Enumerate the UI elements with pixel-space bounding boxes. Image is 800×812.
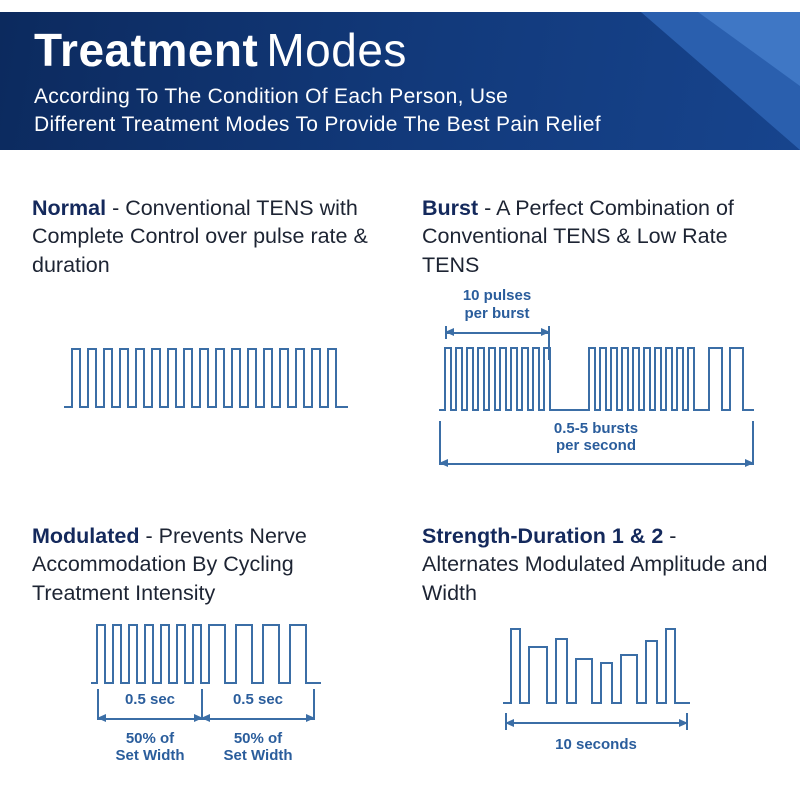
content-grid: Normal - Conventional TENS with Complete…	[0, 150, 800, 765]
strength-mode-desc: - Alternates Modulated Amplitude and Wid…	[422, 523, 768, 605]
subtitle-line-2: Different Treatment Modes To Provide The…	[34, 112, 601, 136]
burst-figure: 10 pulses per burst 0.5-5 bursts per sec…	[438, 287, 754, 470]
burst-rate-measure-arrow	[438, 420, 754, 470]
burst-pulses-label: 10 pulses per burst	[462, 287, 532, 322]
subtitle-line-1: According To The Condition Of Each Perso…	[34, 85, 509, 109]
strength-figure: 10 seconds	[502, 625, 690, 754]
measure-tick	[547, 325, 550, 360]
segment2-measure-arrow	[201, 688, 315, 725]
section-normal: Normal - Conventional TENS with Complete…	[32, 194, 380, 470]
title-bold: Treatment	[34, 24, 259, 76]
burst-rate-label: 0.5-5 bursts per second	[553, 419, 639, 455]
measure-tick	[751, 420, 754, 465]
measure-line	[504, 718, 688, 727]
strength-measure-arrow	[504, 713, 688, 730]
modulated-heading: Modulated - Prevents Nerve Accommodation…	[32, 522, 380, 607]
measure-tick	[438, 420, 441, 465]
segment1-measure-arrow	[97, 688, 203, 725]
normal-heading: Normal - Conventional TENS with Complete…	[32, 194, 380, 279]
burst-top-annotation: 10 pulses per burst	[444, 287, 550, 360]
section-strength-duration: Strength-Duration 1 & 2 - Alternates Mod…	[422, 522, 770, 765]
strength-annotation: 10 seconds	[504, 713, 688, 754]
modulated-mode-desc: - Prevents Nerve Accommodation By Cyclin…	[32, 523, 307, 605]
title-light: Modes	[266, 24, 407, 76]
measure-tick	[313, 688, 315, 720]
normal-waveform	[64, 348, 348, 409]
strength-waveform	[502, 628, 690, 704]
section-burst: Burst - A Perfect Combination of Convent…	[422, 194, 770, 470]
page: { "header": { "title_bold": "Treatment",…	[0, 12, 800, 812]
strength-duration-label: 10 seconds	[555, 736, 637, 753]
segment1-width-label: 50% of Set Width	[115, 729, 185, 765]
normal-mode-desc: - Conventional TENS with Complete Contro…	[32, 196, 368, 277]
measure-tick	[201, 688, 203, 720]
burst-mode-desc: - A Perfect Combination of Conventional …	[422, 196, 734, 277]
page-subtitle: According To The Condition Of Each Perso…	[34, 83, 800, 138]
segment1-time-label: 0.5 sec	[124, 691, 176, 708]
burst-bottom-annotation: 0.5-5 bursts per second	[438, 419, 754, 470]
modulated-annotations: 0.5 sec 50% of Set Width 0.5 sec	[91, 688, 321, 765]
normal-figure	[64, 345, 348, 409]
measure-line	[97, 714, 203, 723]
measure-line	[201, 714, 315, 723]
modulated-figure: 0.5 sec 50% of Set Width 0.5 sec	[91, 621, 321, 765]
header-banner: Treatment Modes According To The Conditio…	[0, 12, 800, 150]
modulated-mode-name: Modulated	[32, 523, 140, 548]
section-modulated: Modulated - Prevents Nerve Accommodation…	[32, 522, 380, 765]
measure-line	[444, 328, 550, 336]
page-title: Treatment Modes	[34, 26, 800, 74]
measure-tick	[685, 713, 688, 730]
normal-mode-name: Normal	[32, 196, 107, 220]
segment2-width-label: 50% of Set Width	[223, 729, 293, 765]
modulated-waveform	[91, 624, 321, 684]
burst-mode-name: Burst	[422, 196, 479, 220]
burst-waveform	[438, 346, 754, 411]
segment2-time-label: 0.5 sec	[232, 691, 284, 708]
strength-mode-name: Strength-Duration 1 & 2	[422, 523, 664, 548]
burst-heading: Burst - A Perfect Combination of Convent…	[422, 194, 770, 279]
burst-pulses-measure-arrow	[444, 325, 550, 360]
modulated-segment-2: 0.5 sec 50% of Set Width	[201, 688, 315, 765]
modulated-segment-1: 0.5 sec 50% of Set Width	[97, 688, 203, 765]
strength-heading: Strength-Duration 1 & 2 - Alternates Mod…	[422, 522, 770, 607]
measure-line	[438, 459, 754, 468]
measure-tick	[97, 688, 99, 720]
